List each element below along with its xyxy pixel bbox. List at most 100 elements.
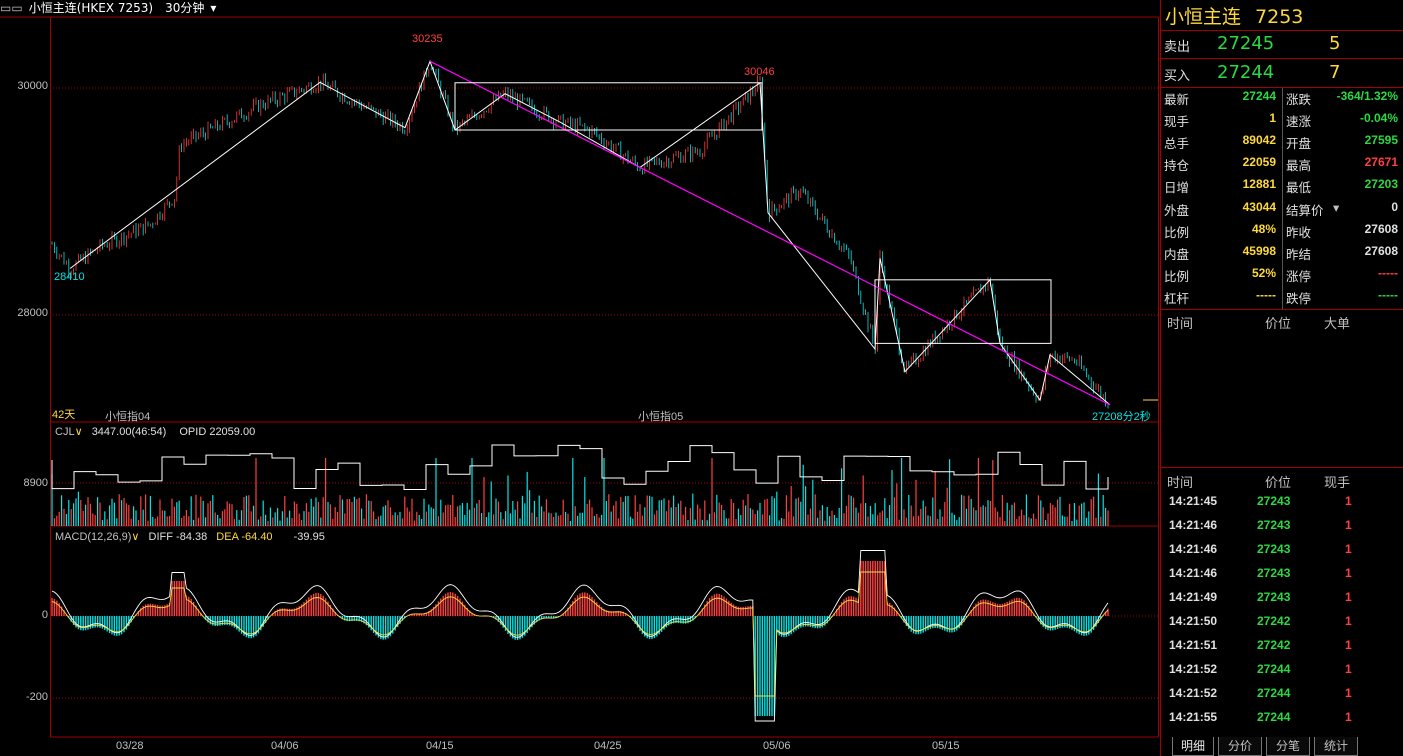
tick-volume: 1 bbox=[1345, 518, 1352, 532]
ask-row[interactable]: 卖出 27245 5 bbox=[1161, 33, 1403, 57]
stat-value: ----- bbox=[1378, 287, 1398, 302]
tab-trades[interactable]: 分笔 bbox=[1266, 737, 1310, 756]
period-selector[interactable]: 30分钟 ▾ bbox=[165, 1, 222, 15]
chevron-down-icon[interactable]: ∨ bbox=[131, 531, 140, 543]
stat-label: 最高 bbox=[1286, 158, 1312, 174]
stat-row-right: 涨跌 -364/1.32% bbox=[1283, 89, 1403, 111]
stat-row-left: 最新 27244 bbox=[1161, 89, 1282, 111]
stat-value: ----- bbox=[1378, 265, 1398, 280]
tick-price: 27244 bbox=[1257, 710, 1291, 724]
tick-volume: 1 bbox=[1345, 614, 1352, 628]
title-bar: ▭▭ 小恒主连(HKEX 7253) 30分钟 ▾ bbox=[0, 0, 1158, 17]
days-label: 42天 bbox=[52, 409, 76, 421]
stat-value: 52% bbox=[1251, 265, 1276, 280]
macd-indicator[interactable]: MACD(12,26,9) bbox=[55, 531, 132, 543]
stat-label: 日增 bbox=[1164, 180, 1190, 196]
x-tick: 04/15 bbox=[426, 740, 454, 752]
peak-label-1: 30235 bbox=[412, 33, 443, 45]
trend-line bbox=[429, 60, 1111, 406]
stat-value: 27595 bbox=[1364, 133, 1398, 148]
tick-time: 14:21:46 bbox=[1169, 542, 1218, 556]
bid-label: 买入 bbox=[1164, 69, 1191, 84]
stat-label: 跌停 bbox=[1286, 290, 1312, 306]
tab-detail[interactable]: 明细 bbox=[1172, 737, 1214, 756]
stat-label: 现手 bbox=[1164, 114, 1190, 130]
stat-label: 比例 bbox=[1164, 268, 1190, 284]
quote-code: 7253 bbox=[1255, 6, 1304, 28]
stat-value: 45998 bbox=[1242, 243, 1276, 258]
tick-row[interactable]: 14:21:49 27243 1 bbox=[1161, 590, 1403, 614]
stat-label: 昨结 bbox=[1286, 246, 1312, 262]
last-price-label: 27208分2秒 bbox=[1092, 411, 1151, 423]
range-box bbox=[874, 279, 1052, 344]
stat-row-left: 内盘 45998 bbox=[1161, 244, 1282, 266]
stat-label: 外盘 bbox=[1164, 202, 1190, 218]
stat-value: 27203 bbox=[1364, 177, 1398, 192]
tick-row[interactable]: 14:21:46 27243 1 bbox=[1161, 566, 1403, 590]
dea-line bbox=[51, 571, 1109, 697]
tick-row[interactable]: 14:21:52 27244 1 bbox=[1161, 686, 1403, 710]
stat-label: 涨跌 bbox=[1286, 92, 1312, 107]
macd-value: -39.95 bbox=[293, 531, 325, 543]
range-box bbox=[454, 82, 763, 131]
stat-value: 89042 bbox=[1242, 133, 1276, 148]
chevron-down-icon[interactable]: ∨ bbox=[74, 426, 83, 438]
tick-price: 27243 bbox=[1257, 494, 1291, 508]
tick-time: 14:21:46 bbox=[1169, 566, 1218, 580]
tick-row[interactable]: 14:21:50 27242 1 bbox=[1161, 614, 1403, 638]
stat-label: 最低 bbox=[1286, 180, 1312, 196]
price-tick-30000: 30000 bbox=[17, 80, 48, 92]
tick-row[interactable]: 14:21:51 27242 1 bbox=[1161, 638, 1403, 662]
stat-row-right: 昨收 27608 bbox=[1283, 222, 1403, 244]
stat-row-right: 最低 27203 bbox=[1283, 177, 1403, 199]
stat-value: -0.04% bbox=[1359, 111, 1398, 126]
opid-line bbox=[51, 444, 1109, 491]
macd-dea: DEA -64.40 bbox=[216, 531, 273, 543]
tab-stats[interactable]: 统计 bbox=[1314, 737, 1358, 756]
stat-row-right: 结算价 0 ▾ bbox=[1283, 200, 1403, 222]
stat-row-right: 速涨 -0.04% bbox=[1283, 111, 1403, 133]
macd-tick-200: -200 bbox=[25, 691, 48, 703]
stat-label: 结算价 bbox=[1286, 202, 1324, 218]
bid-volume: 7 bbox=[1329, 62, 1341, 83]
chart-frame bbox=[50, 17, 1159, 737]
tick-row[interactable]: 14:21:55 27244 1 bbox=[1161, 710, 1403, 734]
quote-panel: 小恒主连 7253 卖出 27245 5 买入 27244 7 最新 27244 涨跌… bbox=[1160, 0, 1403, 756]
bid-row[interactable]: 买入 27244 7 bbox=[1161, 62, 1403, 86]
zigzag-line bbox=[69, 59, 1111, 406]
big-order-head-price: 价位 bbox=[1265, 317, 1292, 332]
x-tick: 04/25 bbox=[594, 740, 622, 752]
tick-volume: 1 bbox=[1345, 566, 1352, 580]
quote-name: 小恒主连 bbox=[1165, 6, 1242, 28]
stat-label: 速涨 bbox=[1286, 114, 1312, 130]
ask-volume: 5 bbox=[1329, 33, 1341, 54]
stat-value: 0 bbox=[1391, 199, 1398, 214]
instrument-title: 小恒主连(HKEX 7253) bbox=[28, 1, 154, 15]
stat-value: 27671 bbox=[1364, 155, 1398, 170]
ticks-head-price: 价位 bbox=[1265, 476, 1292, 491]
tick-price: 27243 bbox=[1257, 542, 1291, 556]
stat-row-left: 外盘 43044 bbox=[1161, 200, 1282, 222]
tick-row[interactable]: 14:21:52 27244 1 bbox=[1161, 662, 1403, 686]
stat-row-right: 最高 27671 bbox=[1283, 155, 1403, 177]
tick-row[interactable]: 14:21:46 27243 1 bbox=[1161, 542, 1403, 566]
chevron-down-icon[interactable]: ▾ bbox=[1333, 199, 1340, 215]
stat-row-right: 开盘 27595 bbox=[1283, 133, 1403, 155]
tab-price-dist[interactable]: 分价 bbox=[1218, 737, 1262, 756]
volume-indicator[interactable]: CJL bbox=[55, 426, 75, 438]
tick-time: 14:21:45 bbox=[1169, 494, 1218, 508]
tick-row[interactable]: 14:21:45 27243 1 bbox=[1161, 494, 1403, 518]
stat-label: 内盘 bbox=[1164, 246, 1190, 262]
period-label: 30分钟 bbox=[165, 1, 205, 15]
tick-volume: 1 bbox=[1345, 494, 1352, 508]
chart-canvas[interactable] bbox=[0, 0, 1160, 756]
x-tick: 05/06 bbox=[763, 740, 791, 752]
tick-price: 27243 bbox=[1257, 518, 1291, 532]
stat-label: 杠杆 bbox=[1164, 290, 1190, 306]
ticks-head-time: 时间 bbox=[1167, 476, 1194, 491]
stat-label: 比例 bbox=[1164, 224, 1190, 240]
tick-volume: 1 bbox=[1345, 542, 1352, 556]
tick-row[interactable]: 14:21:46 27243 1 bbox=[1161, 518, 1403, 542]
opid-value: OPID 22059.00 bbox=[179, 426, 256, 438]
tick-time: 14:21:50 bbox=[1169, 614, 1218, 628]
